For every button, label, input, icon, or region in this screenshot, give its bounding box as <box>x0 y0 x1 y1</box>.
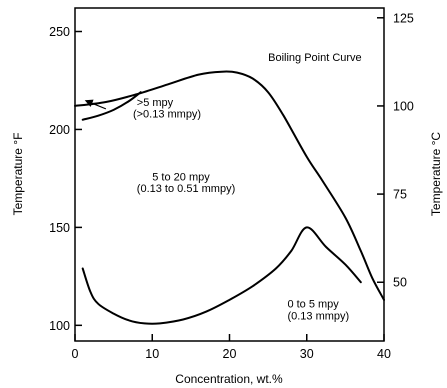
annotation-0: >5 mpy <box>137 97 174 109</box>
annotation-5: (0.13 mmpy) <box>287 310 349 322</box>
annotation-arrow <box>84 99 107 110</box>
series-layer <box>74 70 385 325</box>
y-axis-label-left: Temperature °F <box>11 133 25 216</box>
annotation-2: 5 to 20 mpy <box>152 171 210 183</box>
axes-layer: 0 10 20 30 40 100 150 200 250 50 75 100 125 <box>49 11 414 361</box>
x-tick-label: 30 <box>300 347 314 361</box>
x-tick-label: 40 <box>377 347 391 361</box>
annotation-1: (>0.13 mmpy) <box>133 109 201 121</box>
y-axis-label-right: Temperature °C <box>429 132 443 216</box>
y-tick-label-left: 250 <box>49 25 70 39</box>
annotation-6: Boiling Point Curve <box>268 52 362 64</box>
y-tick-label-right: 125 <box>393 11 414 25</box>
y-tick-label-right: 100 <box>393 99 414 113</box>
x-tick-label: 0 <box>72 347 79 361</box>
y-tick-label-right: 75 <box>393 188 407 202</box>
y-tick-label-left: 200 <box>49 123 70 137</box>
x-tick-label: 20 <box>223 347 237 361</box>
annotation-3: (0.13 to 0.51 mmpy) <box>137 183 235 195</box>
annotations-layer: >5 mpy(>0.13 mmpy) 5 to 20 mpy(0.13 to 0.… <box>84 52 362 322</box>
y-tick-label-right: 50 <box>393 276 407 290</box>
y-tick-label-left: 100 <box>49 319 70 333</box>
x-axis-label: Concentration, wt.% <box>175 372 283 386</box>
y-tick-label-left: 150 <box>49 221 70 235</box>
annotation-4: 0 to 5 mpy <box>287 299 339 311</box>
lower-isocorrosion-curve <box>81 226 362 325</box>
x-tick-label: 10 <box>145 347 159 361</box>
upper-isocorrosion-curve <box>81 91 142 121</box>
boiling-point-curve <box>74 70 385 301</box>
